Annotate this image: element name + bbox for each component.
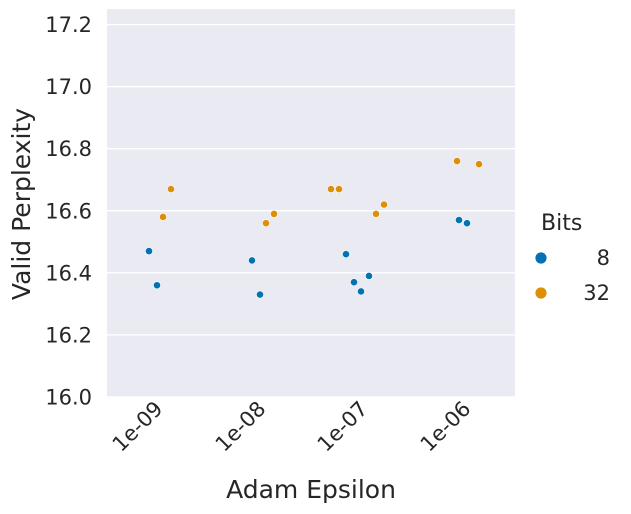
x-tick-label: 1e-08 (211, 397, 271, 457)
y-axis-title: Valid Perplexity (7, 108, 36, 300)
data-point-bits-8 (153, 281, 161, 290)
data-point-bits-32 (167, 185, 175, 193)
legend-marker-bits-32 (534, 286, 548, 300)
data-point-bits-8 (463, 219, 471, 228)
x-tick-label: 1e-07 (313, 397, 373, 457)
legend: Bits 8 32 (534, 211, 610, 305)
legend-marker-bits-8 (534, 251, 548, 265)
y-tick-label: 16.8 (45, 137, 92, 161)
y-tick-label: 16.2 (45, 323, 92, 347)
x-tick-label: 1e-06 (416, 397, 476, 457)
data-point-bits-32 (380, 200, 388, 209)
y-tick-label: 16.4 (45, 261, 92, 285)
data-point-bits-32 (159, 213, 167, 221)
legend-label-bits-32: 32 (583, 281, 610, 305)
y-tick-label: 17.0 (45, 75, 92, 99)
data-point-bits-32 (327, 185, 335, 193)
data-point-bits-8 (357, 287, 365, 296)
x-tick-labels: 1e-09 1e-08 1e-07 1e-06 (108, 397, 476, 457)
data-points (145, 157, 483, 299)
data-point-bits-8 (342, 250, 350, 259)
data-point-bits-8 (145, 247, 153, 256)
y-tick-label: 16.0 (45, 386, 92, 410)
data-point-bits-8 (350, 278, 358, 287)
data-point-bits-8 (455, 216, 463, 224)
data-point-bits-32 (262, 219, 270, 228)
data-point-bits-32 (453, 157, 461, 165)
y-tick-label: 17.2 (45, 13, 92, 37)
plot-background (107, 9, 515, 397)
x-tick-label: 1e-09 (108, 397, 168, 457)
data-point-bits-32 (335, 185, 343, 193)
legend-label-bits-8: 8 (597, 246, 610, 270)
legend-title: Bits (541, 211, 582, 236)
data-point-bits-32 (270, 209, 278, 218)
y-tick-labels: 16.0 16.2 16.4 16.6 16.8 17.0 17.2 (45, 13, 92, 409)
data-point-bits-8 (248, 256, 256, 265)
data-point-bits-32 (372, 209, 380, 218)
gridlines (107, 23, 515, 398)
data-point-bits-8 (365, 272, 373, 280)
data-point-bits-8 (256, 290, 264, 299)
x-axis-title: Adam Epsilon (226, 475, 396, 504)
data-point-bits-32 (475, 160, 483, 169)
y-tick-label: 16.6 (45, 199, 92, 223)
